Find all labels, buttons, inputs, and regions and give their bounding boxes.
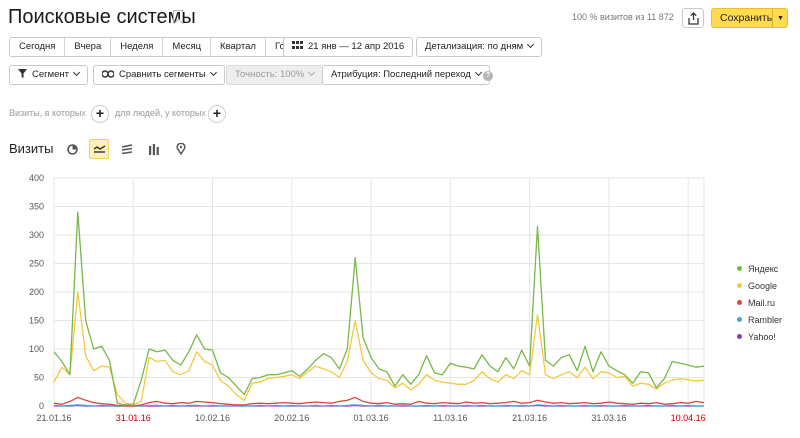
x-tick-label: 20.02.16 [274,413,309,423]
x-tick-label: 11.03.16 [433,413,467,423]
x-tick-label: 21.03.16 [512,413,547,423]
y-tick-label: 250 [29,259,44,269]
chevron-down-icon [474,68,482,77]
legend-item-rambler[interactable]: Rambler [737,311,782,328]
y-tick-label: 0 [39,401,44,411]
series-line-яндекс [53,211,705,406]
legend-label: Mail.ru [748,297,776,308]
y-tick-label: 350 [29,202,44,212]
period-month-button[interactable]: Месяц [163,38,212,56]
period-yesterday-button[interactable]: Вчера [65,38,112,56]
legend-dot [737,317,742,322]
legend-label: Rambler [748,314,783,325]
x-tick-label: 01.03.16 [354,413,389,423]
segment-dropdown[interactable]: Сегмент [9,65,89,85]
visits-share-info: 100 % визитов из 11 872 [572,12,674,22]
legend-label: Yahoo! [748,331,776,342]
add-visits-filter-button[interactable]: + [91,105,109,123]
calendar-icon [292,41,303,49]
x-tick-label: 31.03.16 [591,413,626,423]
y-tick-label: 300 [29,230,44,240]
x-tick-label: 10.04.16 [671,413,706,423]
compare-segments-dropdown[interactable]: Сравнить сегменты [93,65,225,85]
people-filter-label: для людей, у которых [115,108,206,118]
chart-legend: Яндекс Google Mail.ru Rambler Yahoo! [737,260,782,345]
date-range-button[interactable]: 21 янв — 12 апр 2016 [283,37,414,57]
legend-dot [737,300,742,305]
series-line-mailru [53,396,705,407]
period-today-button[interactable]: Сегодня [10,38,66,56]
filter-icon [18,69,27,78]
legend-dot [737,334,742,339]
segment-label: Сегмент [32,69,70,80]
period-quarter-button[interactable]: Квартал [211,38,266,56]
visits-line-chart: 400 350 300 250 200 150 100 50 0 21.01.16 31.01.16… [29,173,706,423]
compare-icon [101,70,115,78]
legend-dot [737,266,742,271]
legend-item-yandex[interactable]: Яндекс [737,260,782,277]
y-tick-label: 200 [29,287,44,297]
metric-title: Визиты [9,141,54,156]
stacked-area-icon[interactable] [117,139,137,159]
accuracy-dropdown[interactable]: Точность: 100% [226,65,324,85]
save-button[interactable]: Сохранить ▼ [711,8,788,28]
y-tick-label: 400 [29,173,44,183]
chevron-down-icon [308,68,316,77]
date-range-label: 21 янв — 12 апр 2016 [308,41,405,52]
accuracy-label: Точность: 100% [235,69,305,80]
attribution-label: Атрибуция: Последний переход [331,69,471,80]
detail-dropdown[interactable]: Детализация: по дням [416,37,543,57]
add-people-filter-button[interactable]: + [208,105,226,123]
y-tick-label: 100 [29,344,44,354]
share-icon [688,12,699,25]
chevron-down-icon [72,68,81,77]
help-icon[interactable]: ? [483,71,493,81]
x-tick-label: 21.01.16 [36,413,71,423]
bookmark-icon[interactable] [173,10,183,23]
period-selector: Сегодня Вчера Неделя Месяц Квартал Год [9,37,301,57]
y-tick-label: 50 [34,373,44,383]
save-button-divider [772,8,773,28]
legend-item-mailru[interactable]: Mail.ru [737,294,782,311]
x-tick-label: 10.02.16 [195,413,230,423]
legend-label: Яндекс [748,263,779,274]
visits-filter-label: Визиты, в которых [9,108,86,118]
bar-chart-icon[interactable] [144,139,164,159]
save-button-label: Сохранить [720,12,773,24]
legend-item-google[interactable]: Google [737,277,782,294]
x-tick-label: 31.01.16 [116,413,151,423]
detail-label: Детализация: по дням [425,41,524,52]
map-pin-icon[interactable] [171,139,191,159]
legend-dot [737,283,742,288]
attribution-dropdown[interactable]: Атрибуция: Последний переход [322,65,490,85]
y-tick-label: 150 [29,316,44,326]
chevron-down-icon [209,68,217,77]
legend-label: Google [748,280,778,291]
chevron-down-icon [527,40,535,49]
period-week-button[interactable]: Неделя [111,38,164,56]
share-button[interactable] [682,8,704,28]
page-title: Поисковые системы [8,6,196,28]
compare-label: Сравнить сегменты [119,69,206,80]
series-line-rambler [53,404,704,407]
chevron-down-icon[interactable]: ▼ [777,14,784,22]
series-line-google [53,291,705,406]
pie-chart-icon[interactable] [62,139,82,159]
line-chart-icon[interactable] [89,139,109,159]
legend-item-yahoo[interactable]: Yahoo! [737,328,782,345]
